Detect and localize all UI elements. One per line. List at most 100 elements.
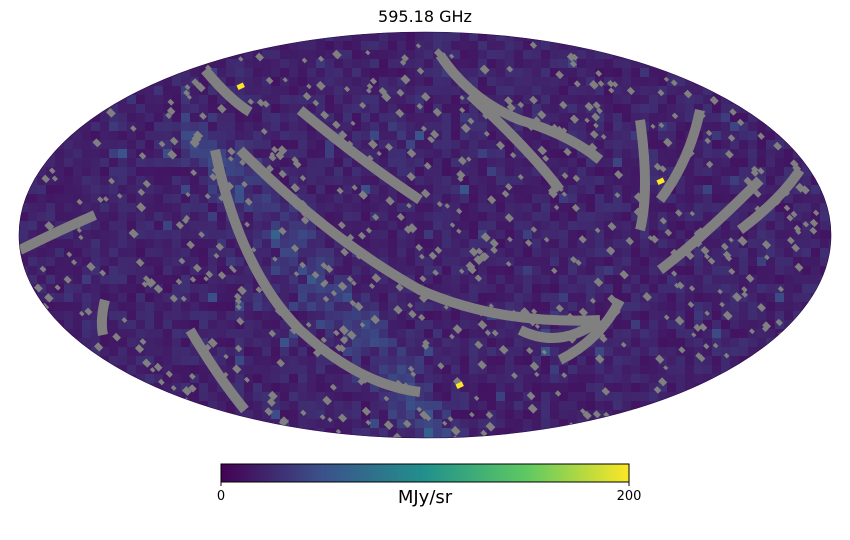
sky-pixel: [667, 194, 677, 204]
sky-pixel: [100, 293, 110, 303]
sky-pixel: [595, 158, 605, 168]
missing-data-pixel: [356, 251, 363, 257]
sky-pixel: [478, 185, 488, 195]
missing-data-pixel: [205, 270, 214, 279]
missing-data-pixel: [526, 122, 536, 132]
sky-pixel: [721, 167, 731, 177]
sky-pixel: [73, 185, 83, 195]
sky-pixel: [685, 104, 695, 114]
sky-pixel: [802, 212, 812, 222]
sky-pixel: [289, 59, 299, 69]
missing-data-pixel: [795, 228, 802, 236]
sky-pixel: [343, 257, 353, 267]
sky-pixel: [118, 266, 128, 276]
sky-pixel: [325, 239, 335, 249]
sky-pixel: [460, 32, 470, 42]
sky-pixel: [685, 212, 695, 222]
sky-pixel: [451, 221, 461, 231]
sky-pixel: [730, 221, 740, 231]
missing-data-pixel: [559, 100, 568, 110]
sky-pixel: [199, 221, 209, 231]
sky-pixel: [667, 356, 677, 366]
sky-pixel: [514, 104, 524, 114]
sky-pixel: [172, 356, 182, 366]
sky-pixel: [685, 365, 695, 375]
sky-pixel: [280, 131, 290, 141]
sky-pixel: [262, 230, 272, 240]
sky-pixel: [379, 194, 389, 204]
sky-pixel: [46, 284, 56, 294]
sky-pixel: [739, 347, 749, 357]
sky-pixel: [361, 239, 371, 249]
sky-pixel: [127, 203, 137, 213]
missing-data-pixel: [671, 112, 679, 120]
sky-pixel: [316, 419, 326, 429]
missing-data-pixel: [736, 118, 745, 127]
sky-pixel: [199, 293, 209, 303]
colorbar-unit-label: MJy/sr: [398, 487, 453, 508]
sky-pixel: [685, 230, 695, 240]
sky-pixel: [604, 230, 614, 240]
sky-pixel: [487, 392, 497, 402]
sky-pixel: [325, 374, 335, 384]
sky-pixel: [631, 230, 641, 240]
missing-data-pixel: [662, 258, 673, 269]
missing-data-pixel: [485, 421, 496, 432]
sky-pixel: [388, 320, 398, 330]
sky-pixel: [37, 194, 47, 204]
sky-pixel: [667, 266, 677, 276]
sky-pixel: [487, 149, 497, 159]
missing-data-pixel: [794, 262, 804, 272]
sky-pixel: [577, 68, 587, 78]
sky-pixel: [469, 293, 479, 303]
sky-pixel: [505, 149, 515, 159]
sky-pixel: [694, 347, 704, 357]
sky-pixel: [811, 266, 821, 276]
sky-pixel: [307, 347, 317, 357]
sky-pixel: [532, 410, 542, 420]
sky-pixel: [379, 257, 389, 267]
sky-pixel: [478, 122, 488, 132]
sky-pixel: [55, 302, 65, 312]
sky-pixel: [361, 347, 371, 357]
missing-data-pixel: [589, 297, 596, 304]
sky-pixel: [289, 266, 299, 276]
sky-pixel: [613, 338, 623, 348]
sky-pixel: [136, 104, 146, 114]
sky-pixel: [118, 284, 128, 294]
sky-pixel: [136, 131, 146, 141]
sky-pixel: [622, 95, 632, 105]
sky-pixel: [532, 239, 542, 249]
sky-pixel: [622, 383, 632, 393]
missing-data-stripe: [19, 210, 97, 255]
sky-pixel: [343, 338, 353, 348]
missing-data-pixel: [688, 285, 696, 292]
sky-pixel: [388, 212, 398, 222]
sky-pixel: [496, 50, 506, 60]
sky-pixel: [568, 302, 578, 312]
missing-data-pixel: [279, 416, 289, 426]
sky-pixel: [298, 356, 308, 366]
missing-data-pixel: [430, 129, 440, 139]
sky-pixel: [433, 185, 443, 195]
missing-data-pixel: [452, 324, 463, 334]
sky-pixel: [379, 401, 389, 411]
sky-pixel: [415, 95, 425, 105]
sky-pixel: [289, 356, 299, 366]
sky-pixel: [289, 212, 299, 222]
sky-pixel: [55, 266, 65, 276]
sky-pixel: [28, 266, 38, 276]
missing-data-pixel: [49, 167, 56, 175]
sky-pixel: [199, 392, 209, 402]
sky-pixel: [226, 140, 236, 150]
sky-pixel: [514, 347, 524, 357]
sky-pixel: [748, 113, 758, 123]
sky-pixel: [568, 77, 578, 87]
sky-pixel: [208, 401, 218, 411]
sky-pixel: [343, 167, 353, 177]
sky-pixel: [100, 338, 110, 348]
sky-pixel: [730, 311, 740, 321]
sky-pixel: [244, 212, 254, 222]
sky-pixel: [163, 284, 173, 294]
sky-pixel: [289, 257, 299, 267]
